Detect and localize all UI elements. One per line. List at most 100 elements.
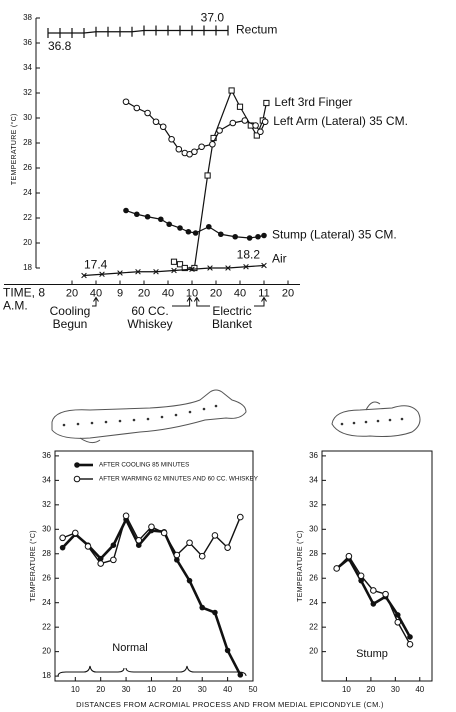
plot-frame xyxy=(54,450,254,682)
point xyxy=(189,266,195,273)
point xyxy=(237,513,244,521)
point xyxy=(166,221,172,228)
x-tick-label: 20 xyxy=(366,685,375,694)
y-tick-label: 34 xyxy=(23,63,32,72)
point xyxy=(99,271,105,278)
point xyxy=(261,232,267,239)
series-line xyxy=(336,555,411,645)
point xyxy=(135,542,142,549)
y-tick-label: 20 xyxy=(42,647,51,656)
x-tick-label: 30 xyxy=(122,685,131,694)
y-tick-label: 18 xyxy=(42,671,51,680)
annotation-arrow xyxy=(172,296,193,307)
point xyxy=(153,268,159,275)
value-label: 17.4 xyxy=(84,258,108,272)
series-label: Left Arm (Lateral) 35 CM. xyxy=(273,114,408,128)
x-tick-label: 20 xyxy=(96,685,105,694)
annotation-arrow xyxy=(254,296,267,307)
annotation-text: Cooling xyxy=(50,304,91,318)
arm-dots xyxy=(62,404,218,427)
point xyxy=(370,587,377,594)
x-tick-label: 40 xyxy=(90,287,102,299)
x-tick-label: 20 xyxy=(66,287,78,299)
point xyxy=(207,265,213,271)
arm-outline xyxy=(51,389,247,439)
x-tick-label: 9 xyxy=(117,287,123,299)
point xyxy=(117,270,123,276)
x-axis-sublabel: A.M. xyxy=(3,299,28,313)
series-label: Air xyxy=(272,252,287,266)
point xyxy=(186,577,193,584)
point xyxy=(224,647,231,654)
series-label: Rectum xyxy=(236,23,277,37)
chart: 18 20 22 24 26 28 30 32 34 36 10 20 30 10 20 30 40 50 TEMP… xyxy=(29,450,259,694)
annotation-text: Electric xyxy=(212,304,251,318)
annotation-arrow xyxy=(193,296,210,307)
point xyxy=(175,145,183,153)
point xyxy=(186,539,193,547)
point xyxy=(158,216,164,223)
y-tick-label: 30 xyxy=(42,524,51,533)
point xyxy=(246,235,253,241)
y-tick-label: 22 xyxy=(23,213,32,222)
point xyxy=(358,577,364,584)
x-axis-label: TIME, 8 xyxy=(3,286,45,300)
point xyxy=(198,143,205,151)
point xyxy=(72,529,79,537)
point xyxy=(133,104,141,112)
point xyxy=(135,268,141,275)
point xyxy=(110,542,117,549)
annotation-text: Whiskey xyxy=(127,317,172,331)
y-tick-label: 20 xyxy=(23,238,32,247)
point xyxy=(228,87,235,94)
forearm-brace xyxy=(125,665,247,677)
point xyxy=(211,532,219,539)
point xyxy=(148,523,155,531)
y-tick-label: 28 xyxy=(42,549,51,558)
point xyxy=(204,172,211,179)
stump-fold xyxy=(365,401,381,411)
point xyxy=(144,109,151,117)
point xyxy=(122,98,130,106)
point xyxy=(406,640,414,648)
arm-fold xyxy=(79,437,101,444)
range-braces xyxy=(57,665,247,677)
point xyxy=(81,272,87,279)
point xyxy=(159,123,167,131)
y-tick-label: 38 xyxy=(23,13,32,22)
point xyxy=(191,264,198,272)
value-label: 36.8 xyxy=(48,39,72,53)
x-tick-label: 30 xyxy=(391,685,400,694)
point xyxy=(191,148,198,156)
point xyxy=(237,672,244,678)
point xyxy=(206,223,212,230)
annotation-arrow xyxy=(92,296,99,307)
point xyxy=(333,565,340,572)
y-tick-label: 26 xyxy=(309,573,318,582)
point xyxy=(218,231,224,238)
annotation-text: 60 CC. xyxy=(131,304,168,318)
x-tick-label: 10 xyxy=(342,685,351,694)
annotation-text: Normal xyxy=(112,642,147,654)
series-line xyxy=(48,29,228,34)
point xyxy=(357,572,365,580)
value-label: 37.0 xyxy=(201,11,225,25)
point xyxy=(257,128,264,136)
x-tick-label: 40 xyxy=(223,685,232,694)
point xyxy=(174,557,180,563)
y-tick-label: 34 xyxy=(309,475,318,484)
chart: 18 20 22 24 26 28 30 32 34 36 38 20 40 9 20 40 10 20 40 11 2… xyxy=(3,11,408,332)
x-tick-label: 10 xyxy=(147,685,156,694)
x-axis-title: DISTANCES FROM ACROMIAL PROCESS AND FROM… xyxy=(76,700,384,709)
point xyxy=(345,552,353,560)
point xyxy=(152,118,160,126)
point xyxy=(225,265,231,271)
x-tick-label: 50 xyxy=(249,685,258,694)
x-tick-label: 20 xyxy=(282,287,294,299)
y-tick-label: 36 xyxy=(42,451,51,460)
y-tick-label: 30 xyxy=(309,524,318,533)
series-line xyxy=(125,101,266,155)
point xyxy=(241,117,249,124)
